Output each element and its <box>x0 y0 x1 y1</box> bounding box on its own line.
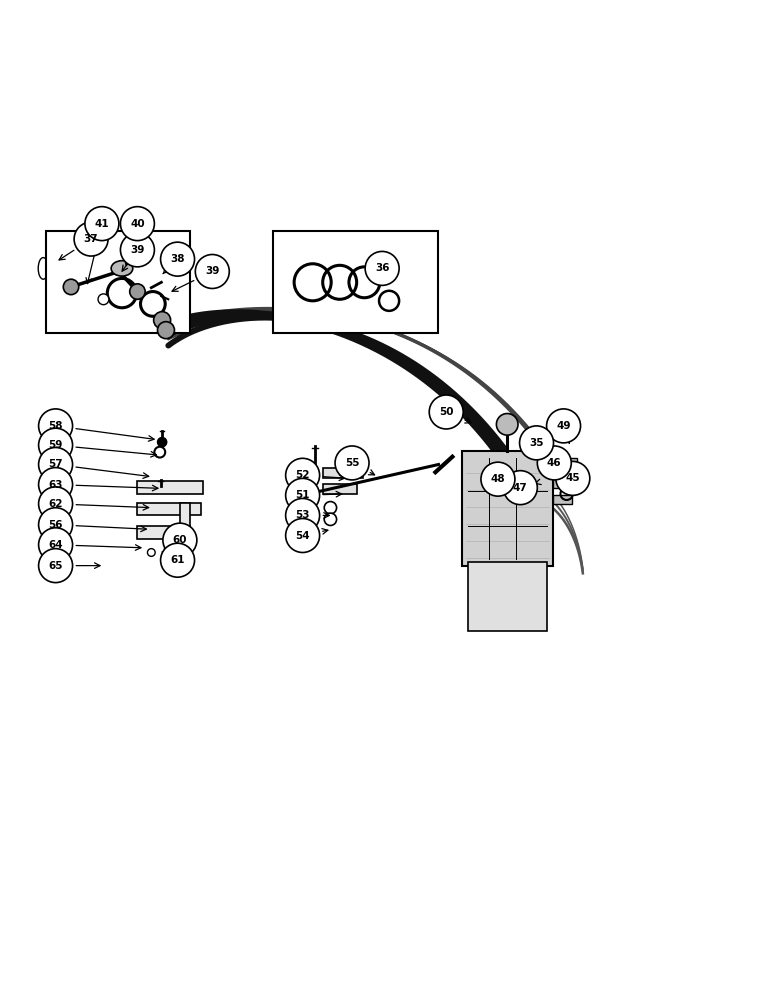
FancyBboxPatch shape <box>553 477 576 488</box>
Circle shape <box>161 242 195 276</box>
Circle shape <box>39 409 73 443</box>
FancyBboxPatch shape <box>273 231 438 333</box>
Text: 47: 47 <box>513 483 528 493</box>
Circle shape <box>157 322 174 339</box>
Text: 65: 65 <box>49 561 63 571</box>
Text: 35: 35 <box>530 438 543 448</box>
Circle shape <box>547 409 581 443</box>
Text: 55: 55 <box>345 458 359 468</box>
Circle shape <box>324 502 337 514</box>
Circle shape <box>324 513 337 525</box>
FancyBboxPatch shape <box>46 231 190 333</box>
Ellipse shape <box>66 258 76 279</box>
Text: 54: 54 <box>296 531 310 541</box>
Circle shape <box>163 523 197 557</box>
Text: 50: 50 <box>439 407 453 417</box>
Text: 56: 56 <box>49 520 63 530</box>
Circle shape <box>157 437 167 447</box>
FancyBboxPatch shape <box>323 484 357 494</box>
Circle shape <box>496 414 518 435</box>
Text: 57: 57 <box>49 459 63 469</box>
Circle shape <box>39 549 73 583</box>
Ellipse shape <box>48 258 58 279</box>
Ellipse shape <box>103 258 113 279</box>
Circle shape <box>161 543 195 577</box>
Ellipse shape <box>39 258 48 279</box>
Text: 61: 61 <box>171 555 185 565</box>
Circle shape <box>335 446 369 480</box>
Text: 62: 62 <box>49 499 63 509</box>
Text: 52: 52 <box>296 470 310 480</box>
Text: 60: 60 <box>173 535 187 545</box>
Text: 49: 49 <box>557 421 571 431</box>
Circle shape <box>39 487 73 521</box>
Circle shape <box>481 462 515 496</box>
Circle shape <box>429 395 463 429</box>
Ellipse shape <box>94 258 103 279</box>
Text: 37: 37 <box>84 234 98 244</box>
Circle shape <box>39 528 73 562</box>
FancyBboxPatch shape <box>462 451 553 566</box>
FancyBboxPatch shape <box>137 481 203 494</box>
Circle shape <box>286 498 320 532</box>
Text: 45: 45 <box>566 473 580 483</box>
FancyBboxPatch shape <box>137 526 190 539</box>
Circle shape <box>39 428 73 462</box>
Text: 51: 51 <box>296 490 310 500</box>
Text: 40: 40 <box>130 219 144 229</box>
Ellipse shape <box>111 261 133 276</box>
Text: 59: 59 <box>49 440 63 450</box>
Circle shape <box>85 207 119 241</box>
Text: 48: 48 <box>491 474 505 484</box>
Circle shape <box>286 519 320 552</box>
Circle shape <box>154 312 171 329</box>
Circle shape <box>120 207 154 241</box>
Circle shape <box>365 251 399 285</box>
Circle shape <box>195 255 229 288</box>
Circle shape <box>74 222 108 256</box>
Circle shape <box>286 478 320 512</box>
Circle shape <box>63 279 79 295</box>
Circle shape <box>39 508 73 542</box>
FancyBboxPatch shape <box>137 503 201 515</box>
Text: 41: 41 <box>95 219 109 229</box>
Ellipse shape <box>57 258 67 279</box>
FancyBboxPatch shape <box>323 468 363 478</box>
Circle shape <box>171 533 181 544</box>
Circle shape <box>147 549 155 556</box>
Circle shape <box>39 468 73 502</box>
Circle shape <box>556 461 590 495</box>
FancyBboxPatch shape <box>468 562 547 631</box>
Circle shape <box>165 556 174 565</box>
FancyBboxPatch shape <box>180 503 190 539</box>
Text: 38: 38 <box>171 254 185 264</box>
Circle shape <box>537 446 571 480</box>
Text: 64: 64 <box>49 540 63 550</box>
Circle shape <box>98 294 109 305</box>
Ellipse shape <box>85 258 95 279</box>
Text: 39: 39 <box>130 245 144 255</box>
Circle shape <box>503 471 537 505</box>
Text: 39: 39 <box>205 266 219 276</box>
Circle shape <box>130 284 145 299</box>
Text: 63: 63 <box>49 480 63 490</box>
FancyBboxPatch shape <box>553 458 577 471</box>
Circle shape <box>120 233 154 267</box>
Text: 36: 36 <box>375 263 389 273</box>
Text: 53: 53 <box>296 510 310 520</box>
FancyBboxPatch shape <box>553 495 572 504</box>
Circle shape <box>520 426 554 460</box>
Circle shape <box>39 448 73 481</box>
Circle shape <box>168 544 179 555</box>
Circle shape <box>286 458 320 492</box>
Text: 58: 58 <box>49 421 63 431</box>
Ellipse shape <box>76 258 86 279</box>
Text: 46: 46 <box>547 458 561 468</box>
